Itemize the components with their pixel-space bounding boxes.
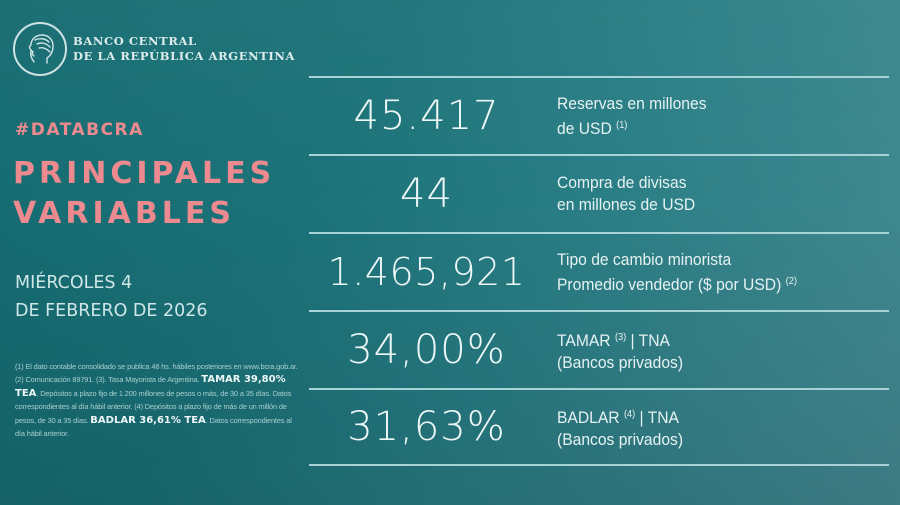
page-title: PRINCIPALES VARIABLES xyxy=(13,154,275,234)
variable-label: Reservas en millones de USD (1) xyxy=(557,93,707,140)
label-line2: (Bancos privados) xyxy=(557,429,684,449)
label-line1: BADLAR (4) | TNA xyxy=(557,404,683,429)
footnote-text-2: . Depósitos a plazo fijo de 1.200 millon… xyxy=(15,388,292,425)
variable-row-compra-divisas: 44 Compra de divisas en millones de USD xyxy=(309,154,889,232)
hashtag: #DATABCRA xyxy=(15,120,144,140)
footnotes: (1) El dato contable consolidado se publ… xyxy=(15,360,300,440)
label-line2: Promedio vendedor ($ por USD) (2) xyxy=(557,271,797,296)
variable-value: 1.465,921 xyxy=(327,250,526,294)
bank-name-line1: BANCO CENTRAL xyxy=(73,34,197,48)
label-line1-b: | TNA xyxy=(639,407,679,427)
variable-value: 34,00% xyxy=(347,327,506,373)
label-line1: Compra de divisas xyxy=(557,173,687,192)
label-line2: de USD (1) xyxy=(557,115,707,140)
footnote-ref: (3) xyxy=(614,331,627,343)
label-line1: Reservas en millones xyxy=(557,93,707,113)
variable-row-tipo-cambio: 1.465,921 Tipo de cambio minorista Prome… xyxy=(309,232,889,310)
label-line2-text: Promedio vendedor ($ por USD) xyxy=(557,274,782,294)
badlar-tea: BADLAR 36,61% TEA xyxy=(90,414,206,426)
label-line1-a: BADLAR xyxy=(557,407,620,427)
label-line1: Tipo de cambio minorista xyxy=(557,249,732,269)
variable-value: 44 xyxy=(400,171,453,217)
variable-row-badlar: 31,63% BADLAR (4) | TNA (Bancos privados… xyxy=(309,388,889,466)
label-line2: en millones de USD xyxy=(557,195,696,214)
bank-name: BANCO CENTRAL DE LA REPÚBLICA ARGENTINA xyxy=(73,34,295,64)
variable-label: TAMAR (3) | TNA (Bancos privados) xyxy=(557,327,683,374)
title-line2: VARIABLES xyxy=(13,196,235,231)
label-line2-text: de USD xyxy=(557,118,612,138)
footnote-text-3: . Datos correspondientes al día hábil an… xyxy=(15,415,292,439)
bcra-logo: BANCO CENTRAL DE LA REPÚBLICA ARGENTINA xyxy=(13,22,295,76)
label-line1-a: TAMAR xyxy=(557,330,611,350)
bank-name-line2: DE LA REPÚBLICA ARGENTINA xyxy=(73,49,295,63)
footnote-ref: (2) xyxy=(785,275,797,287)
footnote-ref: (4) xyxy=(623,408,636,420)
title-line1: PRINCIPALES xyxy=(13,156,276,191)
bcra-seal-icon xyxy=(13,22,67,76)
variable-label: Compra de divisas en millones de USD xyxy=(557,172,695,216)
footnote-text-1: (1) El dato contable consolidado se publ… xyxy=(15,362,298,385)
tamar-tea: TAMAR 39,80% TEA xyxy=(15,374,286,399)
date: MIÉRCOLES 4 DE FEBRERO DE 2026 xyxy=(15,269,208,325)
variable-row-tamar: 34,00% TAMAR (3) | TNA (Bancos privados) xyxy=(309,310,889,388)
variables-table: 45.417 Reservas en millones de USD (1) 4… xyxy=(309,76,889,466)
label-line2: (Bancos privados) xyxy=(557,352,684,372)
variable-row-reservas: 45.417 Reservas en millones de USD (1) xyxy=(309,76,889,154)
date-line1: MIÉRCOLES 4 xyxy=(15,273,133,293)
variable-label: Tipo de cambio minorista Promedio vended… xyxy=(557,249,797,296)
variable-value: 45.417 xyxy=(353,93,500,139)
label-line1-b: | TNA xyxy=(630,330,670,350)
date-line2: DE FEBRERO DE 2026 xyxy=(15,301,208,321)
variable-value: 31,63% xyxy=(347,404,506,450)
label-line1: TAMAR (3) | TNA xyxy=(557,327,683,352)
footnote-ref: (1) xyxy=(616,119,628,131)
variable-label: BADLAR (4) | TNA (Bancos privados) xyxy=(557,404,683,451)
